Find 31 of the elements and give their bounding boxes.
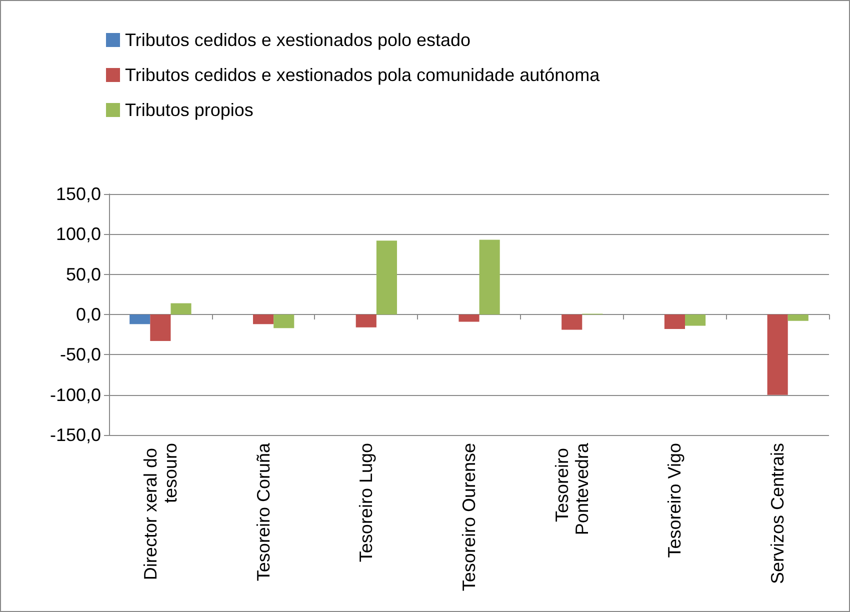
x-tick-label: Tesoreiro Lugo	[356, 443, 376, 562]
bar	[150, 314, 171, 342]
bar	[356, 314, 376, 328]
y-tick-label: -100,0	[50, 384, 101, 405]
bar	[788, 314, 808, 321]
x-tick-label: Tesoreiro Coruña	[253, 442, 274, 582]
x-tick-label: Tesoreiro Ourense	[459, 443, 479, 592]
y-tick-label: -150,0	[50, 425, 101, 445]
bar	[664, 314, 685, 329]
x-tick-label: Tesoreiro Vigo	[664, 443, 685, 558]
y-tick-label: 100,0	[56, 224, 101, 244]
bar	[479, 240, 500, 314]
legend-label: Tributos cedidos e xestionados polo estado	[125, 30, 471, 50]
x-tick-label: Director xeral do tesouro	[140, 443, 180, 580]
bar	[458, 314, 480, 322]
y-tick-label: 50,0	[66, 264, 101, 284]
bar	[130, 314, 150, 324]
bar	[253, 314, 274, 324]
x-tick-label: Tesoreiro Pontevedra	[552, 442, 592, 536]
y-tick-label: -50,0	[60, 344, 101, 365]
legend-label: Tributos cedidos e xestionados pola comunidade autónoma	[125, 65, 601, 85]
x-tick-label: Servizos Centrais	[768, 443, 788, 584]
y-tick-label: 0,0	[76, 304, 101, 324]
y-tick-label: 150,0	[56, 184, 101, 204]
bar	[685, 314, 706, 326]
bar	[274, 314, 294, 328]
bar	[170, 303, 192, 314]
bar	[767, 314, 788, 395]
legend-label: Tributos propios	[125, 100, 254, 120]
bar	[562, 314, 582, 330]
bar	[376, 240, 397, 314]
